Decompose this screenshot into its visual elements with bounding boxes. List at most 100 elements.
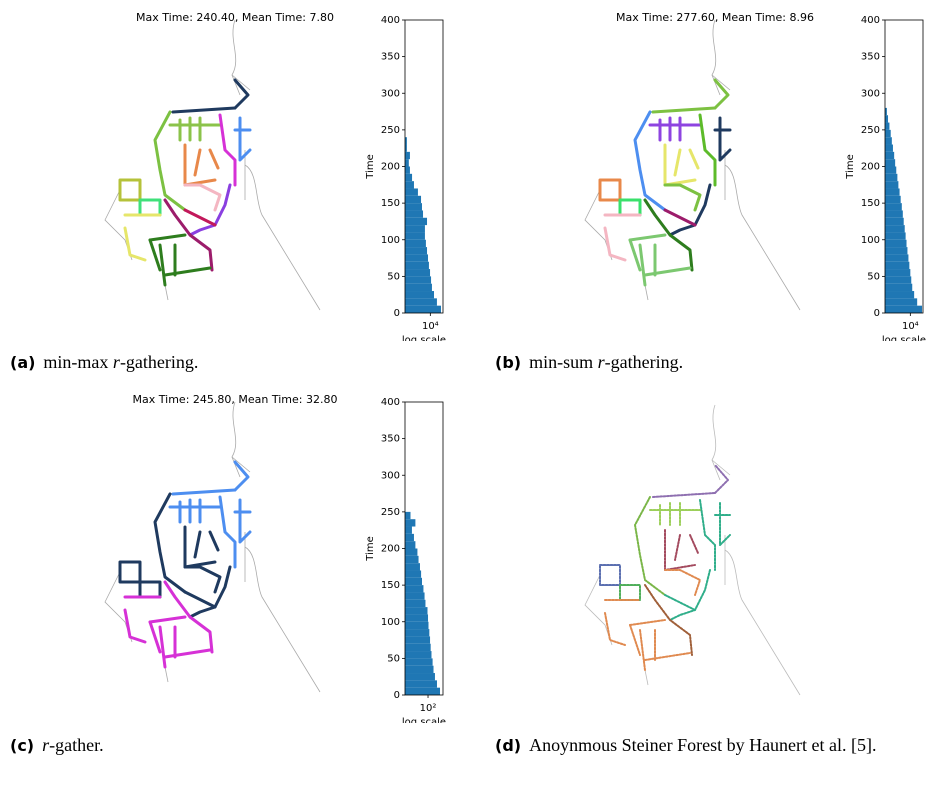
chart-title: Max Time: 240.40, Mean Time: 7.80 — [136, 11, 334, 24]
x-axis-label: log scale — [402, 717, 446, 728]
road-cluster — [665, 185, 700, 210]
road-cluster — [675, 535, 680, 560]
road-cluster — [165, 268, 210, 275]
histogram-bar — [885, 115, 888, 122]
histogram-bar — [405, 600, 425, 607]
histogram-bar — [885, 291, 914, 298]
road-cluster — [195, 532, 200, 557]
histogram-bar — [885, 254, 908, 261]
histogram-bar — [405, 570, 421, 577]
histogram-bar — [405, 276, 431, 283]
histogram-bar — [405, 673, 435, 680]
histogram-bar — [405, 188, 418, 195]
road-cluster — [640, 245, 645, 285]
road-cluster — [645, 585, 692, 655]
road-cluster — [120, 180, 140, 200]
road-cluster — [240, 118, 250, 160]
caption: (d)Anoynmous Steiner Forest by Haunert e… — [495, 735, 940, 756]
caption-label: (b) — [495, 353, 521, 372]
histogram-bar — [885, 123, 889, 130]
road-cluster — [173, 108, 235, 112]
x-axis-label: log scale — [882, 335, 926, 346]
histogram-bar — [405, 636, 430, 643]
y-tick-label: 300 — [861, 88, 880, 99]
y-tick-label: 0 — [394, 690, 400, 701]
histogram-bar — [405, 284, 432, 291]
y-tick-label: 400 — [861, 15, 880, 26]
road-cluster — [165, 650, 210, 657]
y-tick-label: 100 — [861, 235, 880, 246]
road-cluster — [690, 150, 698, 168]
chart-title: Max Time: 245.80, Mean Time: 32.80 — [133, 393, 338, 406]
histogram-bar — [405, 658, 433, 665]
road-cluster — [620, 200, 640, 215]
histogram-bar — [405, 247, 427, 254]
road-cluster — [195, 150, 200, 175]
histogram-bar — [885, 276, 911, 283]
road-cluster — [715, 80, 728, 108]
histogram-bar — [405, 203, 422, 210]
caption-text: -gathering. — [120, 352, 198, 372]
road-cluster — [150, 617, 185, 622]
road-cluster — [125, 228, 145, 260]
y-tick-label: 250 — [861, 125, 880, 136]
caption-text: -gathering. — [605, 352, 683, 372]
x-tick-label: 10⁴ — [902, 321, 919, 332]
road-cluster — [220, 115, 235, 185]
histogram-bar — [885, 247, 907, 254]
caption-label: (c) — [10, 736, 34, 755]
road-cluster — [150, 622, 160, 652]
histogram-bar — [885, 145, 893, 152]
road-cluster — [720, 503, 730, 545]
histogram-bar — [405, 644, 431, 651]
histogram-bar — [405, 152, 410, 159]
road-cluster — [630, 240, 640, 270]
y-tick-label: 250 — [381, 125, 400, 136]
histogram-bar — [405, 174, 412, 181]
caption-text: r — [113, 352, 120, 372]
histogram-bar — [405, 585, 423, 592]
x-tick-label: 10⁴ — [422, 321, 439, 332]
y-tick-label: 0 — [874, 308, 880, 319]
road-map — [105, 402, 320, 692]
histogram-bar — [405, 225, 425, 232]
road-cluster — [630, 620, 665, 625]
histogram-bar — [405, 218, 427, 225]
road — [245, 547, 320, 692]
histogram-bar — [405, 578, 422, 585]
road-cluster — [190, 185, 230, 235]
road-cluster — [605, 228, 625, 260]
figure-graphics: Max Time: 240.40, Mean Time: 7.800501001… — [0, 0, 946, 785]
histogram-bar — [405, 527, 412, 534]
histogram-bar — [405, 688, 440, 695]
road-cluster — [600, 180, 620, 200]
histogram-bar — [885, 130, 891, 137]
road-cluster — [185, 567, 220, 592]
histogram-bar — [405, 541, 415, 548]
road-cluster — [210, 532, 218, 550]
x-tick-label: 10² — [420, 703, 437, 714]
road — [645, 285, 648, 300]
road-cluster — [185, 210, 215, 225]
y-tick-label: 150 — [381, 580, 400, 591]
y-axis-label: Time — [365, 536, 376, 561]
road — [725, 550, 800, 695]
y-tick-label: 200 — [381, 162, 400, 173]
road-map — [105, 20, 320, 310]
road-cluster — [675, 150, 680, 175]
y-axis-label: Time — [365, 154, 376, 179]
y-tick-label: 350 — [381, 434, 400, 445]
road-cluster — [235, 462, 248, 490]
road — [165, 667, 168, 682]
road-cluster — [620, 585, 640, 600]
histogram-bar — [885, 188, 900, 195]
y-axis-label: Time — [845, 154, 856, 179]
histogram-bar — [405, 159, 409, 166]
histogram-bar — [885, 262, 909, 269]
road-cluster — [630, 625, 640, 655]
histogram-bar — [885, 181, 898, 188]
road-cluster — [220, 497, 235, 567]
road-cluster — [640, 630, 645, 670]
histogram-bar — [885, 159, 895, 166]
histogram-bar — [405, 629, 429, 636]
